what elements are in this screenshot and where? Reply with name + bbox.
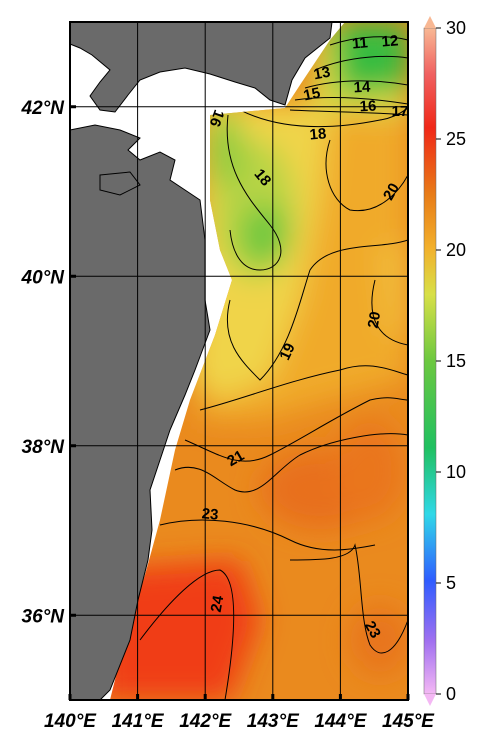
contour-label: 20 bbox=[365, 310, 385, 329]
x-tick-label: 144°E bbox=[314, 711, 367, 732]
contour-label: 15 bbox=[302, 84, 322, 104]
y-tick-label: 42°N bbox=[21, 98, 66, 119]
x-tick-label: 143°E bbox=[247, 711, 300, 732]
contour-lines bbox=[139, 36, 408, 700]
contour-label: 23 bbox=[361, 618, 384, 641]
field-shading bbox=[110, 22, 408, 700]
graticule bbox=[70, 22, 408, 700]
contour-label: 16 bbox=[359, 98, 377, 116]
colorbar-label: 20 bbox=[446, 240, 466, 260]
contour-label: 21 bbox=[224, 447, 247, 470]
colorbar-max-arrow bbox=[424, 16, 436, 28]
colorbar-label: 5 bbox=[446, 573, 456, 593]
map-frame bbox=[69, 21, 409, 701]
ocean-field bbox=[110, 22, 408, 700]
colorbar bbox=[423, 27, 437, 695]
contour-label: 19 bbox=[276, 341, 298, 363]
contour-label: 23 bbox=[201, 505, 219, 523]
contour-label: 13 bbox=[312, 64, 331, 84]
colorbar-label: 30 bbox=[446, 18, 466, 38]
contour-label: 17 bbox=[392, 103, 409, 120]
contour-label: 16 bbox=[206, 107, 228, 128]
y-tick-label: 36°N bbox=[22, 606, 66, 627]
x-tick-label: 145°E bbox=[382, 711, 435, 732]
colorbar-label: 25 bbox=[446, 129, 466, 149]
y-tick-label: 38°N bbox=[22, 437, 66, 458]
x-tick-label: 141°E bbox=[112, 711, 165, 732]
colorbar-label: 0 bbox=[446, 684, 456, 704]
y-tick-label: 40°N bbox=[21, 267, 66, 288]
contour-label: 20 bbox=[380, 180, 403, 203]
contour-label: 18 bbox=[309, 125, 327, 143]
x-tick-label: 142°E bbox=[179, 711, 232, 732]
land bbox=[69, 21, 333, 701]
contour-label: 12 bbox=[381, 32, 399, 50]
colorbar-min-arrow bbox=[424, 694, 436, 706]
contour-label: 24 bbox=[208, 594, 228, 614]
x-tick-label: 140°E bbox=[44, 711, 97, 732]
contour-label: 14 bbox=[353, 79, 371, 97]
colorbar-label: 10 bbox=[446, 462, 466, 482]
colorbar-label: 15 bbox=[446, 351, 466, 371]
contour-label: 11 bbox=[351, 34, 368, 52]
